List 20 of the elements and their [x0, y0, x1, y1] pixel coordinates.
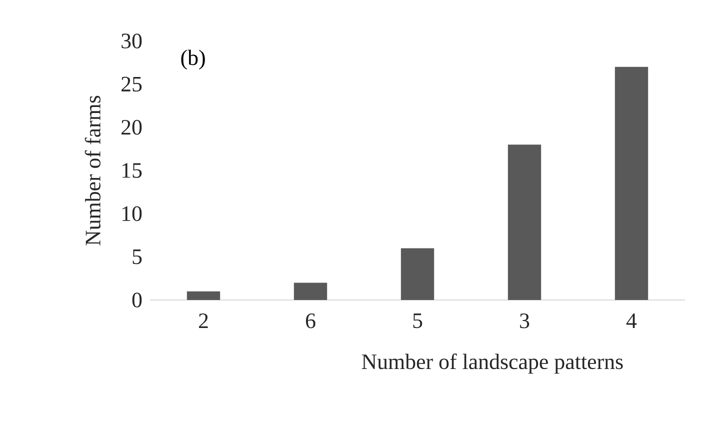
y-tick-label: 5 — [132, 250, 142, 264]
y-axis-title: Number of farms — [84, 96, 100, 246]
bar — [614, 66, 648, 300]
x-tick-label: 6 — [306, 314, 316, 328]
bar — [508, 144, 542, 300]
annotation: (b) — [181, 50, 205, 70]
y-tick-label: 20 — [122, 120, 142, 135]
x-tick-label: 5 — [413, 314, 422, 328]
y-tick-label: 15 — [122, 163, 142, 178]
x-axis-title: Number of landscape patterns — [362, 354, 623, 374]
y-tick-label: 0 — [132, 292, 142, 308]
x-tick-label: 4 — [626, 314, 637, 328]
bar — [400, 248, 434, 300]
x-tick-label: 2 — [198, 314, 208, 328]
x-tick-label: 3 — [520, 314, 530, 328]
y-tick-label: 25 — [122, 76, 142, 92]
y-tick-label: 10 — [122, 206, 142, 222]
y-tick-label: 30 — [122, 34, 142, 48]
bar — [186, 291, 220, 300]
bar — [294, 282, 328, 300]
